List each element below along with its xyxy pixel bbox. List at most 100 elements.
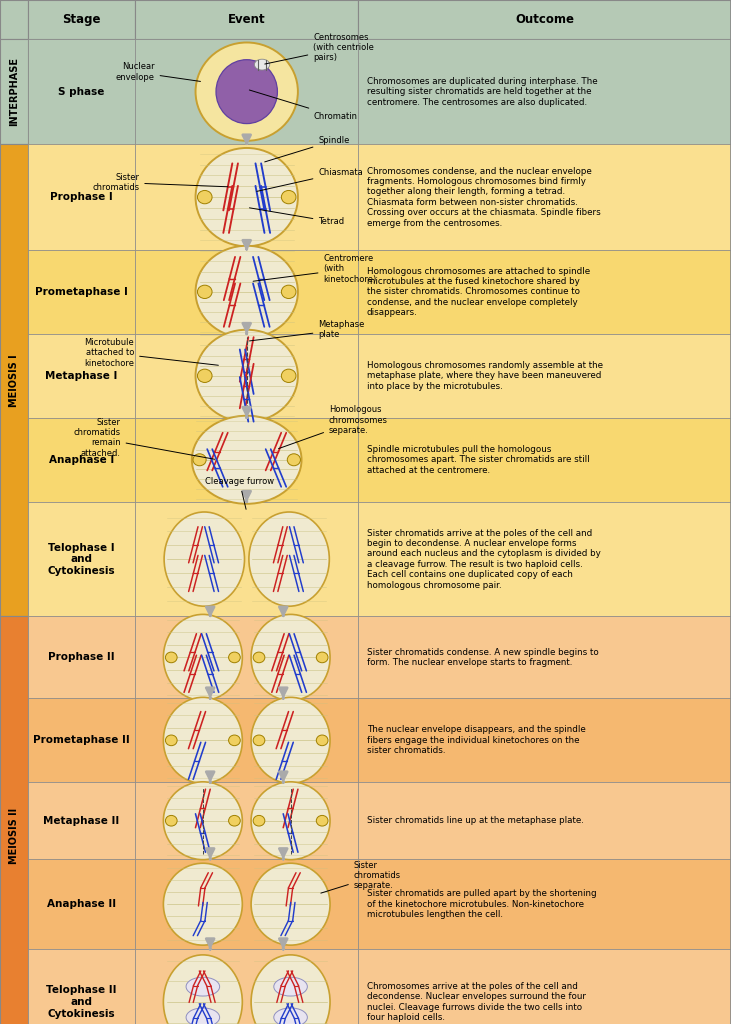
Ellipse shape [229, 815, 240, 826]
Bar [0, 616, 28, 1024]
Ellipse shape [197, 190, 212, 204]
Bar [0, 144, 28, 616]
Bar [135, 0, 358, 39]
Ellipse shape [229, 735, 240, 745]
Ellipse shape [251, 863, 330, 945]
Bar [358, 698, 731, 782]
Text: Cleavage furrow: Cleavage furrow [205, 477, 274, 509]
Ellipse shape [317, 735, 328, 745]
Bar [358, 144, 731, 250]
Bar [135, 782, 358, 859]
Bar [28, 39, 135, 144]
Text: Sister chromatids condense. A new spindle begins to
form. The nuclear envelope s: Sister chromatids condense. A new spindl… [367, 648, 599, 667]
Text: Sister
chromatids
separate.: Sister chromatids separate. [321, 860, 401, 893]
Text: Event: Event [228, 13, 265, 26]
Text: Nuclear
envelope: Nuclear envelope [115, 62, 200, 82]
Text: Spindle: Spindle [265, 136, 349, 162]
Bar [358, 39, 731, 144]
Text: Sister chromatids are pulled apart by the shortening
of the kinetochore microtub: Sister chromatids are pulled apart by th… [367, 889, 596, 920]
Ellipse shape [164, 614, 243, 700]
Text: Chromosomes condense, and the nuclear envelope
fragments. Homologous chromosomes: Chromosomes condense, and the nuclear en… [367, 167, 601, 227]
Text: Metaphase I: Metaphase I [45, 371, 118, 381]
Bar [28, 859, 135, 949]
Bar [28, 502, 135, 616]
Bar [28, 144, 135, 250]
Text: Sister chromatids arrive at the poles of the cell and
begin to decondense. A nuc: Sister chromatids arrive at the poles of… [367, 528, 601, 590]
Text: Anaphase I: Anaphase I [49, 455, 114, 465]
Ellipse shape [196, 246, 298, 338]
Text: Metaphase II: Metaphase II [43, 816, 120, 825]
Ellipse shape [253, 735, 265, 745]
Text: Prometaphase II: Prometaphase II [33, 735, 130, 745]
Ellipse shape [193, 454, 206, 466]
Ellipse shape [251, 954, 330, 1024]
Text: Spindle microtubules pull the homologous
chromosomes apart. The sister chromatid: Spindle microtubules pull the homologous… [367, 444, 590, 475]
Ellipse shape [274, 1008, 307, 1024]
Text: Chiasmata: Chiasmata [257, 168, 363, 191]
Bar [358, 418, 731, 502]
Ellipse shape [287, 454, 300, 466]
Ellipse shape [196, 330, 298, 422]
Ellipse shape [317, 652, 328, 663]
Bar [135, 502, 358, 616]
Bar [135, 39, 358, 144]
Bar [135, 144, 358, 250]
Text: Homologous chromosomes are attached to spindle
microtubules at the fused kinetoc: Homologous chromosomes are attached to s… [367, 266, 590, 317]
Ellipse shape [229, 652, 240, 663]
Bar [0, 0, 28, 39]
Bar [135, 616, 358, 698]
Text: Prometaphase I: Prometaphase I [35, 287, 128, 297]
Bar [135, 698, 358, 782]
Text: Sister
chromatids: Sister chromatids [92, 173, 228, 193]
Bar [28, 334, 135, 418]
Text: Prophase II: Prophase II [48, 652, 115, 663]
Ellipse shape [253, 815, 265, 826]
Text: MEIOSIS II: MEIOSIS II [9, 808, 19, 863]
Bar [358, 782, 731, 859]
Ellipse shape [254, 59, 270, 70]
Text: Centrosomes
(with centriole
pairs): Centrosomes (with centriole pairs) [265, 33, 374, 65]
Text: Centromere
(with
kinetochore): Centromere (with kinetochore) [253, 254, 376, 284]
Ellipse shape [317, 815, 328, 826]
Ellipse shape [164, 954, 243, 1024]
Text: Metaphase
plate: Metaphase plate [249, 321, 365, 341]
Text: Outcome: Outcome [515, 13, 574, 26]
Ellipse shape [196, 42, 298, 141]
Ellipse shape [249, 512, 329, 606]
Text: S phase: S phase [58, 87, 105, 96]
Ellipse shape [165, 652, 177, 663]
Bar [135, 334, 358, 418]
Ellipse shape [197, 285, 212, 299]
Bar [28, 949, 135, 1024]
Text: Sister
chromatids
remain
attached.: Sister chromatids remain attached. [74, 418, 215, 460]
Ellipse shape [164, 697, 243, 783]
Text: Prophase I: Prophase I [50, 193, 113, 202]
Bar [358, 0, 731, 39]
Bar [135, 250, 358, 334]
Ellipse shape [281, 285, 296, 299]
Bar [28, 0, 135, 39]
Bar [28, 782, 135, 859]
Bar [28, 250, 135, 334]
Ellipse shape [251, 781, 330, 859]
Bar [28, 418, 135, 502]
Text: Homologous chromosomes randomly assemble at the
metaphase plate, where they have: Homologous chromosomes randomly assemble… [367, 360, 603, 391]
Bar [28, 616, 135, 698]
Text: Telophase I
and
Cytokinesis: Telophase I and Cytokinesis [48, 543, 115, 575]
Bar [0, 39, 28, 144]
Bar [358, 334, 731, 418]
Text: Stage: Stage [62, 13, 101, 26]
Text: Tetrad: Tetrad [249, 208, 344, 226]
Bar [358, 250, 731, 334]
Ellipse shape [186, 977, 219, 996]
Ellipse shape [253, 652, 265, 663]
Ellipse shape [281, 190, 296, 204]
Ellipse shape [281, 370, 296, 382]
Bar [358, 616, 731, 698]
Ellipse shape [164, 863, 243, 945]
Ellipse shape [165, 735, 177, 745]
Text: Homologous
chromosomes
separate.: Homologous chromosomes separate. [279, 406, 388, 449]
Ellipse shape [186, 1008, 219, 1024]
Ellipse shape [251, 697, 330, 783]
Ellipse shape [216, 59, 278, 124]
